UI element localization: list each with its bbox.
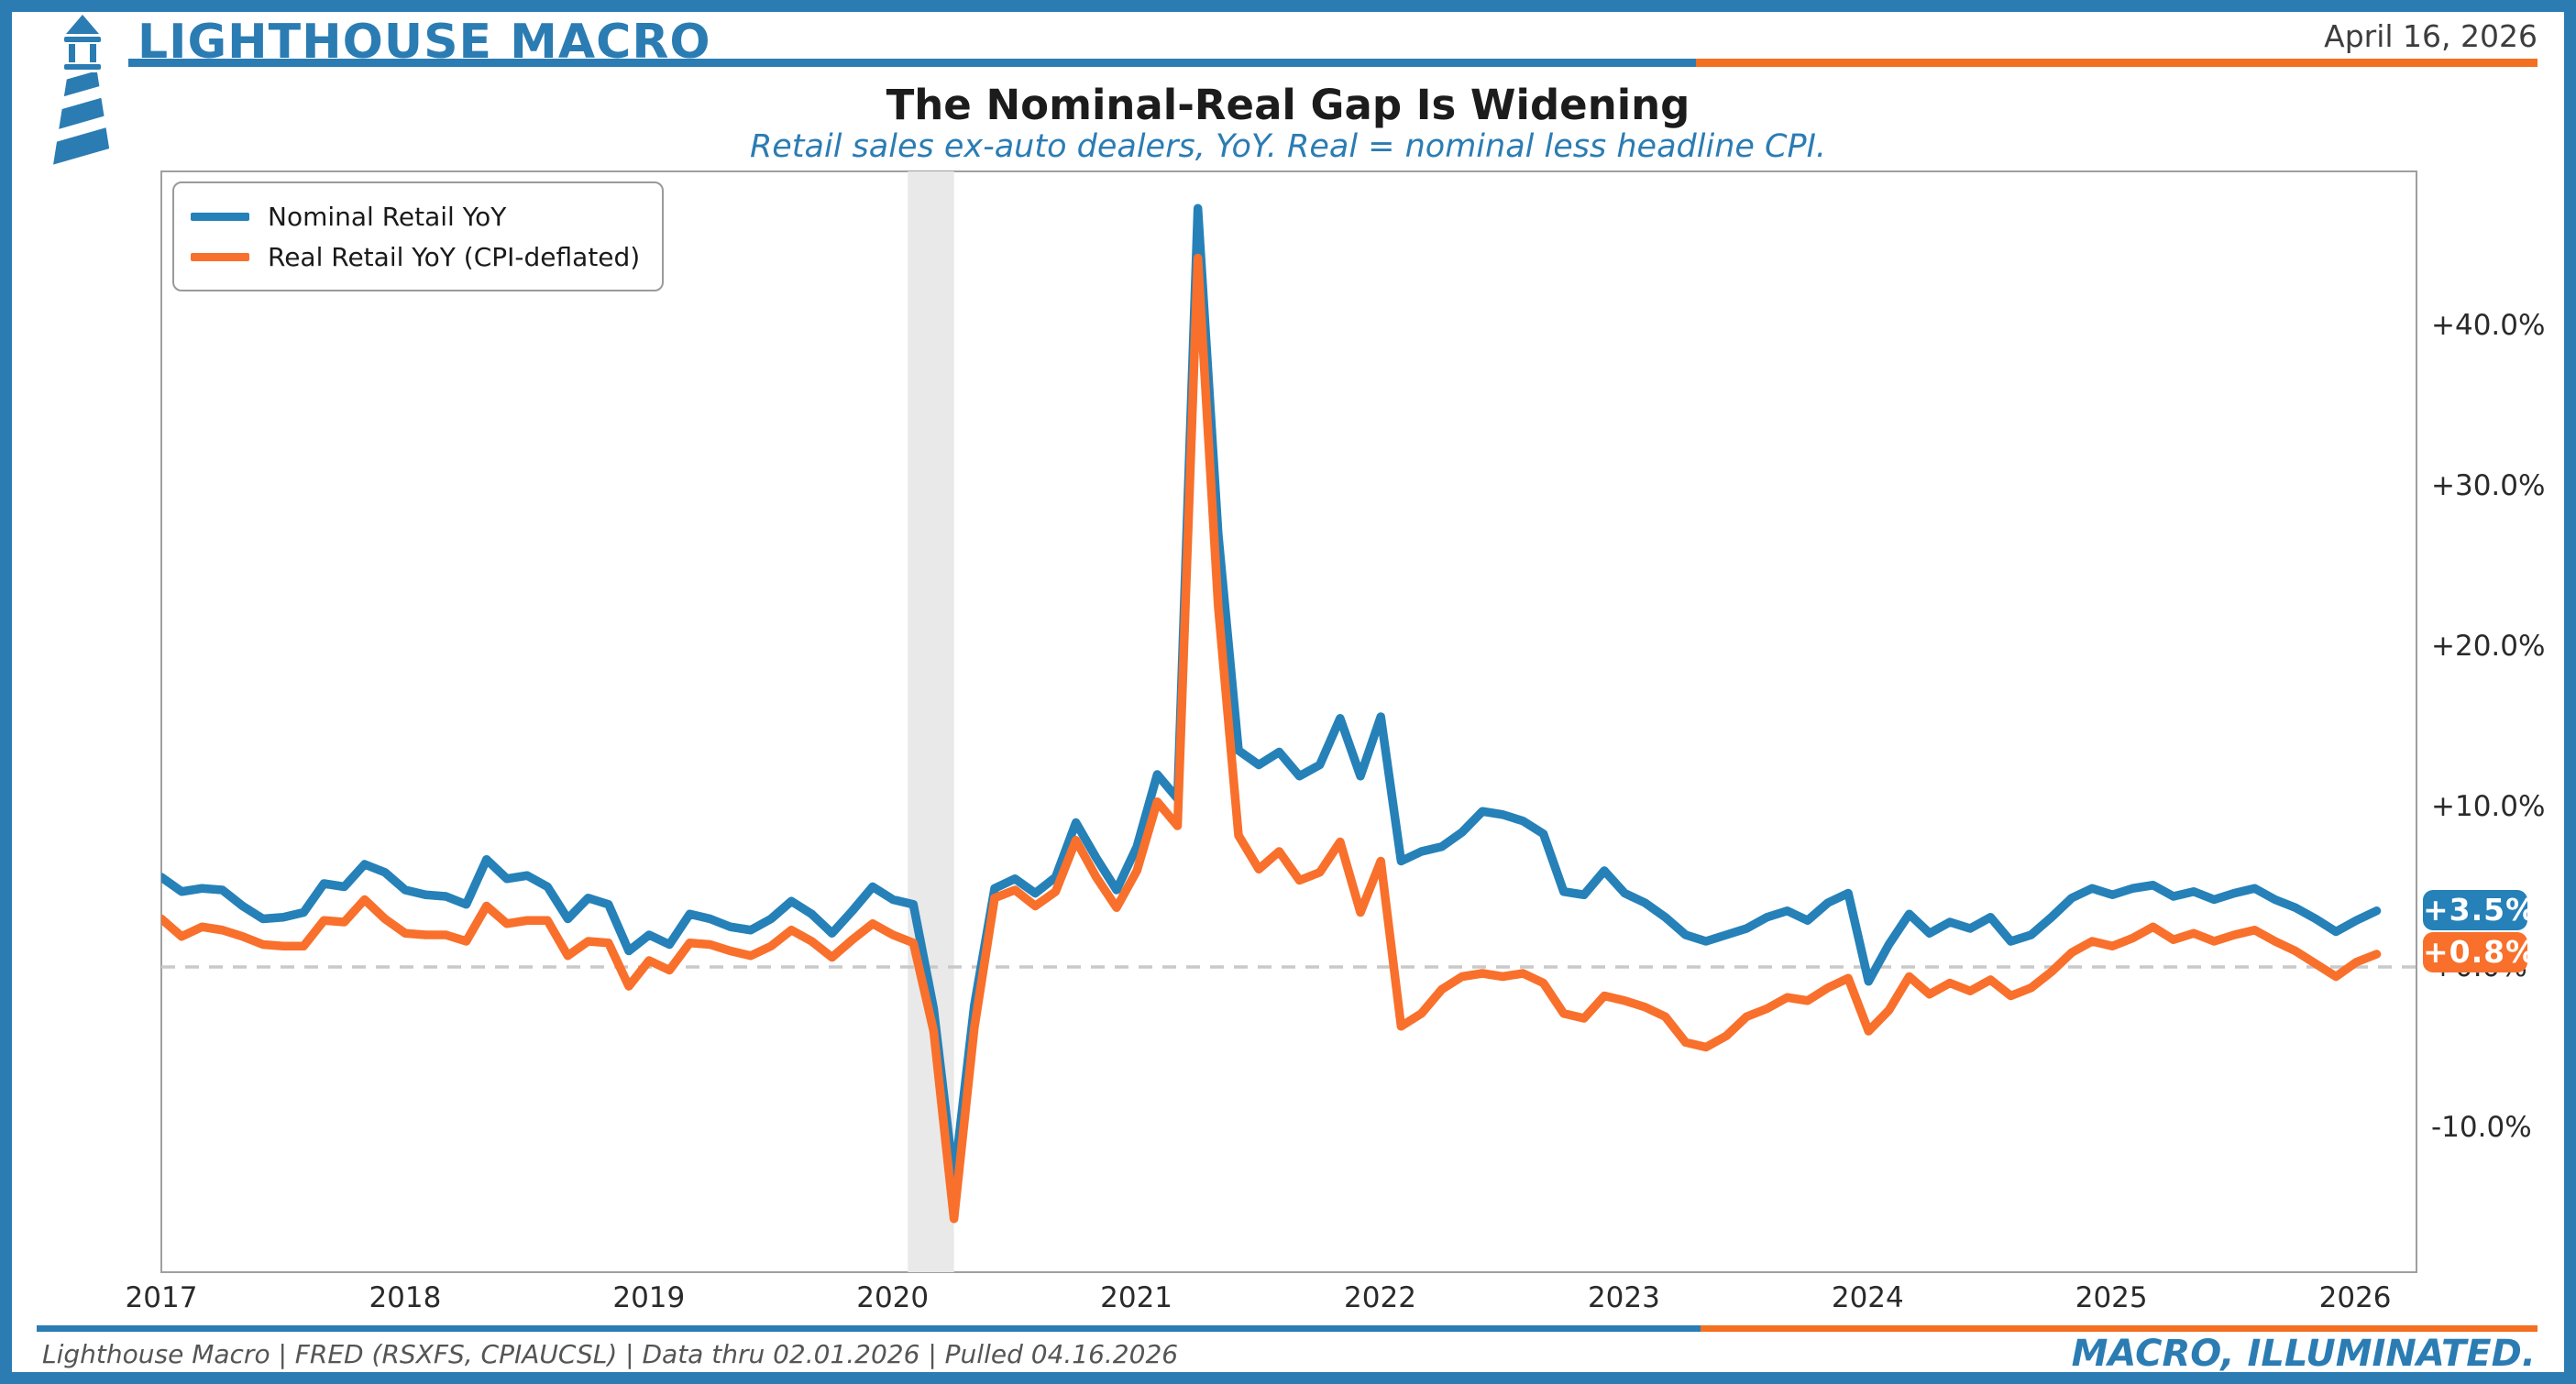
report-date: April 16, 2026 — [2324, 18, 2537, 54]
x-tick-label: 2023 — [1587, 1281, 1660, 1314]
x-tick-label: 2021 — [1100, 1281, 1173, 1314]
nominal-line-swatch — [191, 212, 249, 221]
legend-item-nominal: Nominal Retail YoY — [191, 196, 640, 236]
chart-legend: Nominal Retail YoY Real Retail YoY (CPI-… — [172, 181, 665, 291]
source-note: Lighthouse Macro | FRED (RSXFS, CPIAUCSL… — [42, 1339, 1179, 1369]
chart-title: The Nominal-Real Gap Is Widening — [886, 81, 1690, 129]
header-rule-blue — [128, 59, 1696, 67]
header-rule-orange — [1696, 59, 2537, 67]
legend-label-nominal: Nominal Retail YoY — [268, 201, 507, 232]
x-tick-label: 2017 — [125, 1281, 198, 1314]
legend-label-real: Real Retail YoY (CPI-deflated) — [268, 241, 641, 272]
real-line-swatch — [191, 252, 249, 261]
x-tick-label: 2024 — [1831, 1281, 1904, 1314]
x-tick-label: 2018 — [369, 1281, 442, 1314]
nominal-end-badge: +3.5% — [2423, 890, 2536, 930]
footer-rule-blue — [37, 1325, 1701, 1332]
x-tick-label: 2019 — [612, 1281, 686, 1314]
legend-item-real: Real Retail YoY (CPI-deflated) — [191, 236, 640, 277]
tagline: MACRO, ILLUMINATED. — [2071, 1333, 2536, 1375]
real-end-badge: +0.8% — [2423, 932, 2536, 972]
nominal-line — [161, 203, 2382, 1185]
y-tick-label: +40.0% — [2431, 309, 2546, 342]
x-tick-label: 2026 — [2318, 1281, 2392, 1314]
plot-area — [160, 170, 2417, 1273]
chart-subtitle: Retail sales ex-auto dealers, YoY. Real … — [749, 128, 1827, 165]
y-tick-label: +10.0% — [2431, 790, 2546, 823]
real-line — [161, 253, 2382, 1224]
y-tick-label: +20.0% — [2431, 630, 2546, 663]
footer-rule-orange — [1701, 1325, 2537, 1332]
x-tick-label: 2025 — [2075, 1281, 2148, 1314]
y-tick-label: -10.0% — [2431, 1111, 2532, 1144]
x-tick-label: 2020 — [856, 1281, 930, 1314]
lighthouse-icon — [53, 15, 112, 165]
x-tick-label: 2022 — [1344, 1281, 1416, 1314]
y-tick-label: +30.0% — [2431, 469, 2546, 502]
